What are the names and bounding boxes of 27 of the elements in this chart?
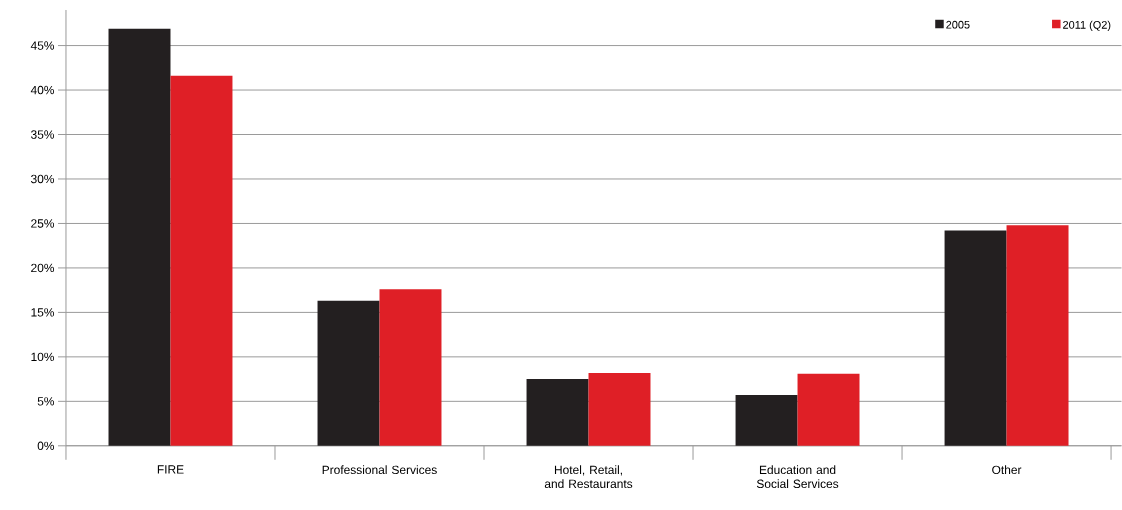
y-tick-label: 0% [37, 441, 55, 451]
legend-label: 2011 (Q2) [1063, 20, 1111, 32]
x-tick-label: FIRE [157, 465, 184, 474]
y-tick-label: 10% [31, 352, 55, 362]
x-tick-label: Education and Social Services [756, 465, 839, 489]
y-tick-label: 25% [31, 219, 55, 228]
y-tick-label: 30% [31, 174, 55, 184]
bar [735, 395, 798, 446]
x-tick-label: Hotel, Retail, and Restaurants [544, 465, 633, 489]
y-tick-label: 45% [30, 41, 55, 50]
legend-label: 2005 [946, 20, 970, 29]
bar [379, 289, 442, 446]
bar [170, 75, 233, 446]
bar [108, 28, 171, 446]
y-tick-label: 35% [31, 130, 55, 139]
bar [526, 379, 589, 446]
bar [317, 300, 380, 446]
y-tick-label: 20% [31, 263, 55, 273]
y-tick-label: 5% [37, 397, 55, 406]
bar [797, 373, 860, 446]
x-tick-label: Professional Services [322, 465, 437, 475]
x-tick-label: Other [992, 465, 1022, 475]
bar [944, 230, 1007, 446]
bar [588, 372, 651, 446]
y-tick-label: 15% [31, 308, 55, 317]
y-tick-label: 40% [30, 85, 55, 95]
bar [1006, 225, 1069, 446]
